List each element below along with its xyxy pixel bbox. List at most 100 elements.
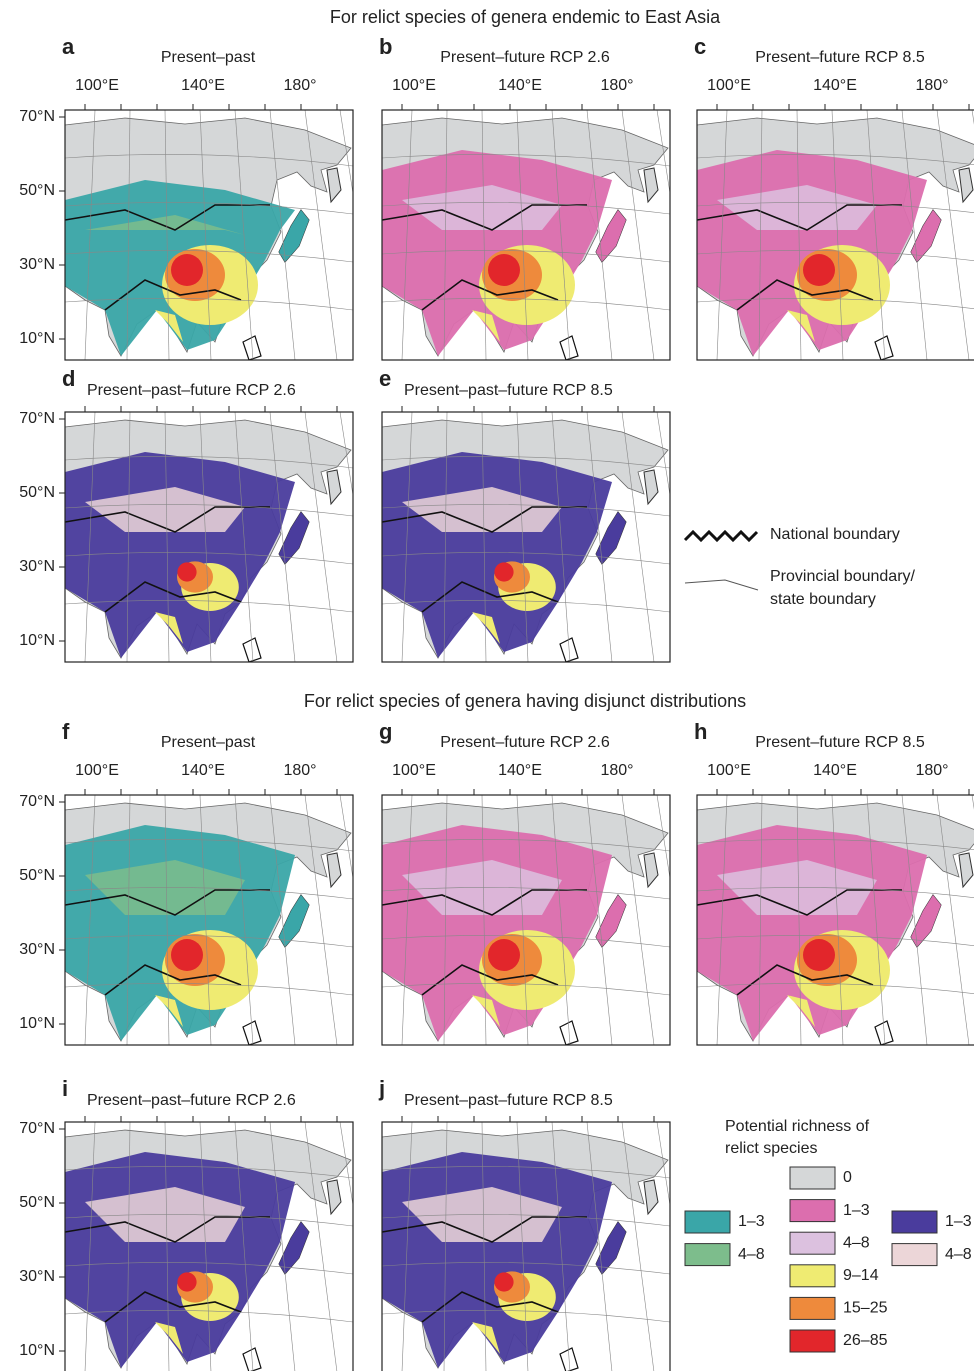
- section-title: For relict species of genera having disj…: [304, 691, 746, 711]
- legend-swatch: [790, 1232, 835, 1254]
- legend-swatch: [685, 1211, 730, 1233]
- map: [65, 412, 421, 662]
- hotspot: [177, 1272, 196, 1291]
- legend-label: 0: [843, 1169, 852, 1186]
- legend-swatch: [892, 1244, 937, 1266]
- hotspot: [177, 562, 196, 581]
- legend-swatch: [790, 1167, 835, 1189]
- panel-letter: a: [62, 34, 75, 59]
- x-tick-label: 140°E: [181, 762, 225, 779]
- panel-title: Present–past–future RCP 8.5: [404, 382, 613, 399]
- y-tick-label: 30°N: [19, 1268, 55, 1285]
- national-boundary-key: [685, 532, 757, 540]
- y-tick-label: 10°N: [19, 632, 55, 649]
- legend-label: 4–8: [843, 1234, 870, 1251]
- x-tick-label: 180°: [600, 77, 633, 94]
- panel-title: Present–future RCP 2.6: [440, 49, 610, 66]
- x-tick-label: 180°: [915, 77, 948, 94]
- x-tick-label: 140°E: [181, 77, 225, 94]
- panel-letter: d: [62, 366, 75, 391]
- hotspot: [171, 939, 203, 971]
- legend-label: 1–3: [945, 1213, 972, 1230]
- legend-label: 26–85: [843, 1332, 888, 1349]
- panel-title: Present–past–future RCP 2.6: [87, 1092, 296, 1109]
- hotspot: [488, 939, 520, 971]
- legend-swatch: [790, 1265, 835, 1287]
- map: [65, 110, 421, 360]
- hotspot: [488, 254, 520, 286]
- legend-label: 4–8: [945, 1246, 972, 1263]
- y-tick-label: 30°N: [19, 256, 55, 273]
- x-tick-label: 180°: [600, 762, 633, 779]
- panel-title: Present–past–future RCP 2.6: [87, 382, 296, 399]
- x-tick-label: 100°E: [392, 762, 436, 779]
- panel-letter: f: [62, 719, 70, 744]
- y-tick-label: 10°N: [19, 1342, 55, 1359]
- legend-swatch: [685, 1244, 730, 1266]
- hotspot: [171, 254, 203, 286]
- legend-label: 1–3: [843, 1202, 870, 1219]
- x-tick-label: 180°: [283, 77, 316, 94]
- x-tick-label: 140°E: [498, 77, 542, 94]
- map: [65, 795, 421, 1045]
- hotspot: [494, 562, 513, 581]
- figure: For relict species of genera endemic to …: [0, 0, 974, 1371]
- y-tick-label: 30°N: [19, 941, 55, 958]
- panel-letter: c: [694, 34, 706, 59]
- hotspot: [803, 254, 835, 286]
- x-tick-label: 140°E: [813, 762, 857, 779]
- legend-swatch: [790, 1330, 835, 1352]
- y-tick-label: 50°N: [19, 484, 55, 501]
- map: [697, 795, 974, 1045]
- y-tick-label: 10°N: [19, 1015, 55, 1032]
- panel-letter: e: [379, 366, 391, 391]
- x-tick-label: 140°E: [813, 77, 857, 94]
- panel-title: Present–future RCP 8.5: [755, 49, 925, 66]
- x-tick-label: 100°E: [707, 762, 751, 779]
- y-tick-label: 50°N: [19, 1194, 55, 1211]
- panel-letter: g: [379, 719, 392, 744]
- legend-swatch: [790, 1200, 835, 1222]
- provincial-boundary-key: [685, 580, 758, 590]
- y-tick-label: 70°N: [19, 410, 55, 427]
- legend-label: state boundary: [770, 591, 876, 608]
- panel-title: Present–future RCP 2.6: [440, 734, 610, 751]
- map: [382, 412, 738, 662]
- panel-title: Present–future RCP 8.5: [755, 734, 925, 751]
- y-tick-label: 70°N: [19, 1120, 55, 1137]
- panel-letter: h: [694, 719, 707, 744]
- y-tick-label: 50°N: [19, 182, 55, 199]
- x-tick-label: 100°E: [75, 762, 119, 779]
- panel-letter: j: [378, 1076, 385, 1101]
- x-tick-label: 180°: [283, 762, 316, 779]
- legend-label: Provincial boundary/: [770, 568, 916, 585]
- legend-title: Potential richness of: [725, 1118, 870, 1135]
- y-tick-label: 70°N: [19, 793, 55, 810]
- panel-title: Present–past: [161, 734, 256, 751]
- legend-label: 9–14: [843, 1267, 879, 1284]
- hotspot: [803, 939, 835, 971]
- x-tick-label: 100°E: [707, 77, 751, 94]
- x-tick-label: 140°E: [498, 762, 542, 779]
- map: [382, 795, 738, 1045]
- panel-title: Present–past–future RCP 8.5: [404, 1092, 613, 1109]
- y-tick-label: 70°N: [19, 108, 55, 125]
- x-tick-label: 100°E: [75, 77, 119, 94]
- map: [65, 1122, 421, 1371]
- x-tick-label: 100°E: [392, 77, 436, 94]
- hotspot: [494, 1272, 513, 1291]
- panel-title: Present–past: [161, 49, 256, 66]
- legend-label: 15–25: [843, 1300, 888, 1317]
- y-tick-label: 50°N: [19, 867, 55, 884]
- legend-label: National boundary: [770, 526, 900, 543]
- y-tick-label: 10°N: [19, 330, 55, 347]
- legend-swatch: [892, 1211, 937, 1233]
- map: [382, 110, 738, 360]
- legend-title: relict species: [725, 1140, 817, 1157]
- legend-swatch: [790, 1297, 835, 1319]
- legend-label: 4–8: [738, 1246, 765, 1263]
- legend-label: 1–3: [738, 1213, 765, 1230]
- section-title: For relict species of genera endemic to …: [330, 7, 721, 27]
- y-tick-label: 30°N: [19, 558, 55, 575]
- panel-letter: b: [379, 34, 392, 59]
